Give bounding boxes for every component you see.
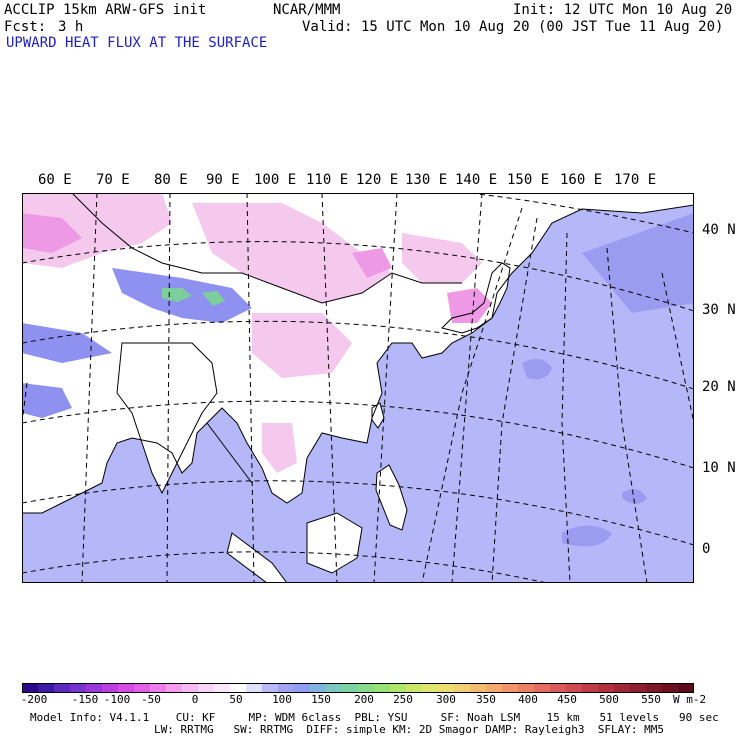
- colorbar-cell: [582, 683, 599, 693]
- longitude-label: 100 E: [254, 172, 297, 188]
- colorbar-cell: [598, 683, 615, 693]
- model-title: ACCLIP 15km ARW-GFS init: [4, 2, 207, 18]
- colorbar-tick-label: 400: [518, 693, 538, 706]
- colorbar-cell: [86, 683, 103, 693]
- colorbar-tick-label: 550: [641, 693, 661, 706]
- coastlines: [22, 193, 694, 583]
- longitude-label: 60 E: [38, 172, 72, 188]
- longitude-label: 150 E: [507, 172, 550, 188]
- colorbar-tick-label: -150: [71, 693, 99, 706]
- colorbar-cell: [390, 683, 407, 693]
- india-landmass: [117, 343, 217, 493]
- colorbar-cell: [294, 683, 311, 693]
- longitude-label: 80 E: [154, 172, 188, 188]
- colorbar-cell: [358, 683, 375, 693]
- colorbar-cell: [438, 683, 455, 693]
- colorbar-cell: [38, 683, 55, 693]
- model-info-line1: Model Info: V4.1.1 CU: KF MP: WDM 6class…: [30, 711, 719, 724]
- colorbar-cell: [182, 683, 199, 693]
- colorbar-cell: [630, 683, 647, 693]
- strong-negative-flux-shading: [22, 213, 492, 323]
- colorbar-cell: [646, 683, 663, 693]
- longitude-label: 120 E: [356, 172, 399, 188]
- latitude-label: 20 N: [702, 379, 736, 395]
- colorbar-cell: [214, 683, 231, 693]
- colorbar-tick-label: -50: [141, 693, 161, 706]
- model-info-line2: LW: RRTMG SW: RRTMG DIFF: simple KM: 2D …: [154, 723, 664, 736]
- colorbar-cell: [118, 683, 135, 693]
- colorbar-tick-label: 0: [191, 693, 199, 706]
- colorbar-cell: [470, 683, 487, 693]
- latitude-label: 40 N: [702, 222, 736, 238]
- longitude-label: 90 E: [206, 172, 240, 188]
- colorbar-tick-label: 450: [557, 693, 577, 706]
- colorbar-cell: [150, 683, 167, 693]
- longitude-label: 110 E: [306, 172, 349, 188]
- colorbar-cell: [246, 683, 263, 693]
- colorbar-cell: [534, 683, 551, 693]
- colorbar-cell: [102, 683, 119, 693]
- colorbar-tick-label: 50: [229, 693, 243, 706]
- colorbar-cell: [566, 683, 583, 693]
- colorbar-cell: [374, 683, 391, 693]
- borneo-landmass: [307, 513, 362, 573]
- colorbar-tick-label: 500: [599, 693, 619, 706]
- tibetan-plateau-shading: [22, 268, 252, 418]
- colorbar-tick-label: -100: [103, 693, 131, 706]
- latitude-label: 10 N: [702, 460, 736, 476]
- longitude-label: 170 E: [614, 172, 657, 188]
- colorbar-cell: [134, 683, 151, 693]
- parallel-lines: [22, 193, 694, 583]
- colorbar-cell: [454, 683, 471, 693]
- colorbar-cell: [54, 683, 71, 693]
- colorbar-cell: [662, 683, 679, 693]
- colorbar-cell: [70, 683, 87, 693]
- valid-time: Valid: 15 UTC Mon 10 Aug 20 (00 JST Tue …: [302, 19, 724, 35]
- sumatra-landmass: [227, 533, 287, 583]
- ocean-deep-patches: [522, 213, 694, 547]
- colorbar-cell: [518, 683, 535, 693]
- colorbar-cell: [278, 683, 295, 693]
- colorbar-cell: [198, 683, 215, 693]
- colorbar-cell: [22, 683, 39, 693]
- colorbar-cell: [230, 683, 247, 693]
- longitude-label: 130 E: [405, 172, 448, 188]
- longitude-label: 160 E: [560, 172, 603, 188]
- philippines-landmass: [376, 465, 407, 530]
- colorbar-frame: [22, 683, 694, 693]
- colorbar-cell: [422, 683, 439, 693]
- colorbar-cell: [678, 683, 694, 693]
- fcst-value: 3 h: [58, 19, 84, 35]
- heat-flux-map: [22, 193, 694, 583]
- map-frame: [22, 193, 694, 583]
- colorbar-unit: W m-2: [673, 693, 707, 706]
- colorbar-cell: [342, 683, 359, 693]
- colorbar-tick-label: 300: [436, 693, 456, 706]
- colorbar-tick-label: -200: [20, 693, 48, 706]
- latitude-label: 0: [702, 541, 711, 557]
- colorbar-cell: [166, 683, 183, 693]
- init-time: Init: 12 UTC Mon 10 Aug 20: [513, 2, 733, 18]
- colorbar-cell: [326, 683, 343, 693]
- colorbar-cell: [614, 683, 631, 693]
- colorbar-tick-label: 250: [393, 693, 413, 706]
- colorbar-cell: [406, 683, 423, 693]
- colorbar: [22, 683, 694, 693]
- colorbar-cell: [550, 683, 567, 693]
- colorbar-cell: [486, 683, 503, 693]
- colorbar-cell: [502, 683, 519, 693]
- colorbar-tick-label: 350: [476, 693, 496, 706]
- colorbar-tick-label: 100: [272, 693, 292, 706]
- colorbar-tick-label: 200: [354, 693, 374, 706]
- colorbar-cell: [310, 683, 327, 693]
- longitude-label: 70 E: [96, 172, 130, 188]
- field-title: UPWARD HEAT FLUX AT THE SURFACE: [6, 35, 268, 51]
- org-label: NCAR/MMM: [273, 2, 341, 18]
- latitude-label: 30 N: [702, 302, 736, 318]
- colorbar-cell: [262, 683, 279, 693]
- longitude-label: 140 E: [455, 172, 498, 188]
- fcst-label: Fcst:: [4, 19, 47, 35]
- colorbar-tick-label: 150: [311, 693, 331, 706]
